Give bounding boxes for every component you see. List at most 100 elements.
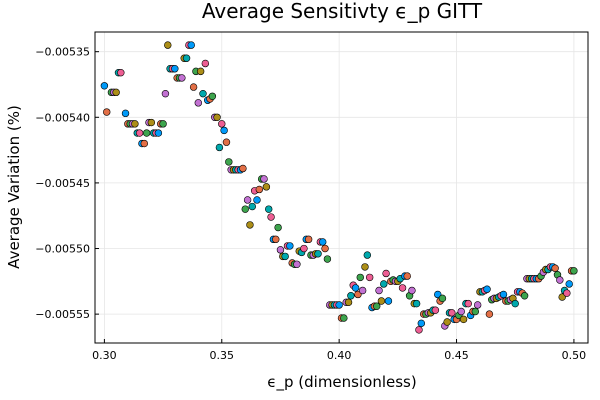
scatter-point xyxy=(199,89,207,98)
scatter-point xyxy=(551,264,559,272)
scatter-point xyxy=(140,139,149,148)
scatter-point xyxy=(112,88,120,97)
scatter-point xyxy=(380,280,388,288)
scatter-point xyxy=(300,244,308,253)
scatter-point xyxy=(344,298,353,307)
scatter-point xyxy=(178,74,186,82)
scatter-point xyxy=(222,138,231,146)
scatter-point xyxy=(276,246,285,254)
x-tick-label: 0.30 xyxy=(92,349,117,362)
scatter-point xyxy=(135,129,144,137)
scatter-point xyxy=(323,255,332,263)
scatter-point xyxy=(563,289,571,297)
scatter-point xyxy=(358,286,367,295)
x-tick-label: 0.35 xyxy=(210,349,235,362)
scatter-point xyxy=(438,294,447,303)
scatter-point xyxy=(556,276,564,284)
scatter-point xyxy=(196,67,205,76)
scatter-point xyxy=(565,280,573,288)
scatter-point xyxy=(431,306,440,314)
scatter-point xyxy=(464,299,472,308)
scatter-point xyxy=(361,263,369,271)
scatter-point xyxy=(483,285,491,293)
scatter-point xyxy=(117,68,125,77)
scatter-point xyxy=(218,120,226,128)
scatter-point xyxy=(265,205,273,213)
scatter-point xyxy=(243,196,252,204)
scatter-point xyxy=(248,202,256,211)
scatter-point xyxy=(321,244,329,253)
x-tick-label: 0.40 xyxy=(327,349,352,362)
scatter-point xyxy=(304,235,313,244)
scatter-point xyxy=(161,89,170,98)
scatter-point xyxy=(398,284,407,292)
scatter-point xyxy=(408,286,416,295)
scatter-point xyxy=(459,315,468,324)
data-points xyxy=(100,41,578,334)
scatter-point xyxy=(365,273,374,282)
scatter-point xyxy=(471,307,480,316)
scatter-point xyxy=(100,82,109,90)
scatter-point xyxy=(239,164,247,173)
scatter-point xyxy=(286,242,294,250)
scatter-point xyxy=(189,83,198,91)
y-tick-label: −0.00550 xyxy=(35,243,90,256)
y-tick-label: −0.00535 xyxy=(35,46,90,59)
scatter-point xyxy=(194,99,203,107)
scatter-point xyxy=(131,120,139,128)
scatter-point xyxy=(241,205,249,213)
scatter-point xyxy=(215,143,224,152)
scatter-point xyxy=(384,297,393,305)
scatter-point xyxy=(373,302,381,310)
scatter-point xyxy=(520,292,529,300)
scatter-point xyxy=(340,314,348,322)
scatter-point xyxy=(356,273,364,282)
scatter-point xyxy=(499,290,508,299)
grid-lines xyxy=(95,32,588,343)
scatter-point xyxy=(213,113,221,122)
scatter-point xyxy=(443,318,451,326)
scatter-point xyxy=(253,196,261,204)
y-tick-label: −0.00555 xyxy=(35,308,90,321)
scatter-point xyxy=(220,126,228,135)
x-tick-label: 0.45 xyxy=(444,349,469,362)
scatter-point xyxy=(448,309,456,317)
scatter-point xyxy=(335,301,343,309)
scatter-point xyxy=(417,319,426,328)
scatter-point xyxy=(293,260,301,268)
plot-frame xyxy=(94,31,589,344)
scatter-point xyxy=(246,221,254,229)
scatter-point xyxy=(319,238,327,246)
y-tick-label: −0.00540 xyxy=(35,111,90,124)
scatter-point xyxy=(511,299,519,308)
scatter-point xyxy=(171,65,179,73)
y-tick-label: −0.00545 xyxy=(35,177,90,190)
scatter-point xyxy=(187,41,195,49)
x-axis-ticks: 0.30 0.35 0.40 0.45 0.50 xyxy=(92,339,586,362)
scatter-point xyxy=(558,293,566,301)
scatter-point xyxy=(412,299,421,308)
scatter-point xyxy=(354,290,362,299)
scatter-point xyxy=(347,292,355,300)
scatter-point xyxy=(262,183,271,191)
scatter-point xyxy=(142,129,151,137)
scatter-point xyxy=(375,286,383,295)
scatter-point xyxy=(363,251,372,259)
y-axis-label: Average Variation (%) xyxy=(5,105,23,269)
scatter-point xyxy=(415,326,423,334)
chart-title: Average Sensitivty ϵ_p GITT xyxy=(202,0,483,23)
scatter-point xyxy=(225,158,233,166)
x-tick-label: 0.50 xyxy=(562,349,587,362)
scatter-point xyxy=(281,252,289,261)
scatter-point xyxy=(159,120,167,128)
scatter-point xyxy=(267,213,275,221)
scatter-point xyxy=(182,54,191,62)
scatter-point xyxy=(260,175,268,183)
scatter-point xyxy=(403,272,411,280)
y-axis-ticks: −0.00555 −0.00550 −0.00545 −0.00540 −0.00535 xyxy=(35,46,99,321)
scatter-point xyxy=(314,250,322,258)
scatter-point xyxy=(434,290,442,299)
scatter-point xyxy=(255,185,264,194)
scatter-point xyxy=(570,267,578,275)
